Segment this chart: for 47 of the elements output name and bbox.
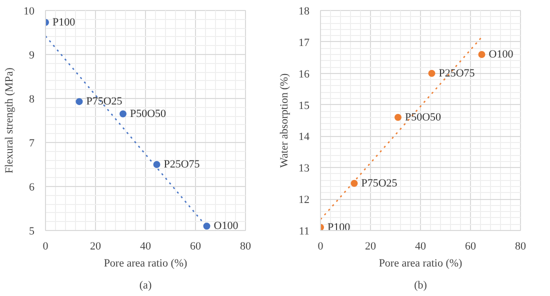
y-tick-label: 14 (298, 131, 310, 144)
x-tick-label: 20 (90, 240, 102, 252)
annotation: P75O25 (86, 96, 123, 108)
x-tick-label: 80 (240, 240, 252, 252)
point (120, 110, 126, 118)
annotation: P25O75 (438, 67, 476, 80)
y-tick-label: 6 (29, 182, 35, 194)
x-tick-label: 60 (465, 240, 476, 252)
y-tick-label: 5 (29, 226, 35, 238)
annotation: P75O25 (361, 177, 398, 190)
point (350, 180, 358, 187)
y-tick-label: 16 (298, 68, 310, 80)
annotation: P50O50 (405, 111, 442, 124)
point (394, 114, 402, 121)
y-tick-label: 10 (24, 6, 35, 18)
annotation: O100 (214, 220, 239, 232)
point (203, 222, 210, 230)
y-tick-label: 15 (298, 100, 310, 112)
point (428, 70, 436, 77)
text: (b) (414, 280, 428, 292)
x-tick-label: 0 (42, 240, 49, 252)
y-axis-title: Water absorption (%) (278, 72, 290, 168)
annotation: O100 (488, 48, 514, 60)
x-axis-title: Pore area ratio (%) (378, 258, 463, 270)
annotation: P100 (52, 16, 76, 28)
y-tick-label: 12 (298, 194, 310, 206)
y-tick-label: 18 (298, 6, 310, 18)
y-tick-label: 11 (298, 226, 310, 238)
annotation: P50O50 (130, 108, 167, 120)
x-tick-label: 60 (190, 240, 202, 252)
x-tick-label: 20 (365, 240, 376, 252)
x-tick-label: 40 (140, 240, 152, 252)
x-tick-label: 80 (515, 240, 526, 252)
x-axis-title: Pore area ratio (%) (104, 258, 188, 270)
point (76, 98, 83, 106)
y-tick-label: 8 (29, 94, 35, 106)
x-tick-label: 40 (415, 240, 426, 252)
point (153, 161, 160, 168)
y-tick-label: 7 (29, 138, 35, 150)
y-axis-title: Flexural strength (MPa) (4, 67, 16, 174)
text: (a) (139, 280, 152, 292)
y-tick-label: 9 (29, 50, 35, 62)
y-tick-label: 17 (298, 36, 310, 49)
y-tick-label: 13 (298, 162, 310, 175)
annotation: P25O75 (164, 158, 200, 170)
point (478, 51, 486, 58)
x-tick-label: 0 (318, 240, 324, 252)
